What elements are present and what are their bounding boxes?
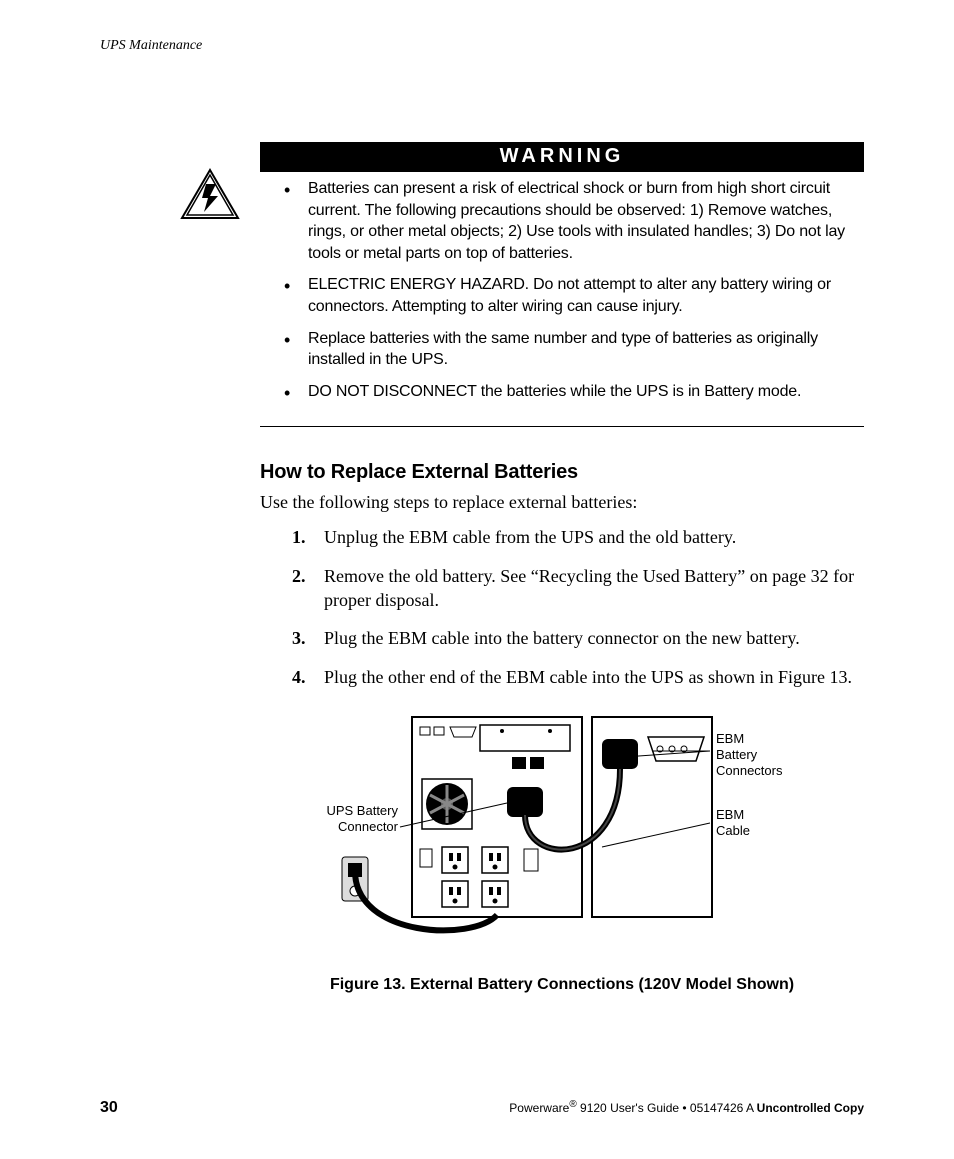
page: UPS Maintenance WARNING Batteries can pr…: [0, 0, 954, 1159]
footer-text: Powerware® 9120 User's Guide • 05147426 …: [509, 1099, 864, 1115]
registered-icon: ®: [569, 1099, 576, 1110]
warning-item: Replace batteries with the same number a…: [284, 328, 856, 371]
label-ebm-cable-l1: EBM: [716, 807, 744, 822]
step-number: 2.: [292, 564, 306, 588]
label-ups-connector-l2: Connector: [338, 819, 399, 834]
step-number: 1.: [292, 525, 306, 549]
step-text: Plug the EBM cable into the battery conn…: [324, 628, 800, 648]
page-footer: 30 Powerware® 9120 User's Guide • 051474…: [100, 1099, 864, 1117]
figure-caption: Figure 13. External Battery Connections …: [260, 976, 864, 994]
diagram-external-battery: UPS Battery Connector EBM Battery Connec…: [302, 707, 822, 947]
warning-title: WARNING: [260, 142, 864, 172]
step-text: Remove the old battery. See “Recycling t…: [324, 566, 854, 610]
section-intro: Use the following steps to replace exter…: [260, 492, 864, 513]
warning-item: DO NOT DISCONNECT the batteries while th…: [284, 381, 856, 403]
section-title: How to Replace External Batteries: [260, 461, 864, 484]
step-item: 3. Plug the EBM cable into the battery co…: [292, 626, 864, 650]
footer-rest: 9120 User's Guide • 05147426 A: [577, 1101, 757, 1115]
step-number: 4.: [292, 665, 306, 689]
label-ebm-conn-l3: Connectors: [716, 763, 783, 778]
step-number: 3.: [292, 626, 306, 650]
steps-list: 1. Unplug the EBM cable from the UPS and …: [292, 525, 864, 688]
footer-brand: Powerware: [509, 1101, 569, 1115]
warning-list: Batteries can present a risk of electric…: [260, 178, 864, 402]
step-text: Unplug the EBM cable from the UPS and th…: [324, 527, 736, 547]
step-text: Plug the other end of the EBM cable into…: [324, 667, 852, 687]
section-replace-batteries: How to Replace External Batteries Use th…: [260, 461, 864, 993]
step-item: 4. Plug the other end of the EBM cable in…: [292, 665, 864, 689]
warning-hazard-icon: [180, 168, 240, 220]
running-header: UPS Maintenance: [100, 38, 864, 54]
page-number: 30: [100, 1099, 118, 1117]
warning-item: Batteries can present a risk of electric…: [284, 178, 856, 264]
label-ups-connector-l1: UPS Battery: [326, 803, 398, 818]
warning-block: WARNING Batteries can present a risk of …: [260, 142, 864, 427]
figure-13: UPS Battery Connector EBM Battery Connec…: [260, 707, 864, 994]
label-ebm-cable-l2: Cable: [716, 823, 750, 838]
footer-bold: Uncontrolled Copy: [757, 1101, 864, 1115]
warning-item: ELECTRIC ENERGY HAZARD. Do not attempt t…: [284, 274, 856, 317]
step-item: 1. Unplug the EBM cable from the UPS and …: [292, 525, 864, 549]
step-item: 2. Remove the old battery. See “Recycling…: [292, 564, 864, 613]
label-ebm-conn-l1: EBM: [716, 731, 744, 746]
label-ebm-conn-l2: Battery: [716, 747, 758, 762]
